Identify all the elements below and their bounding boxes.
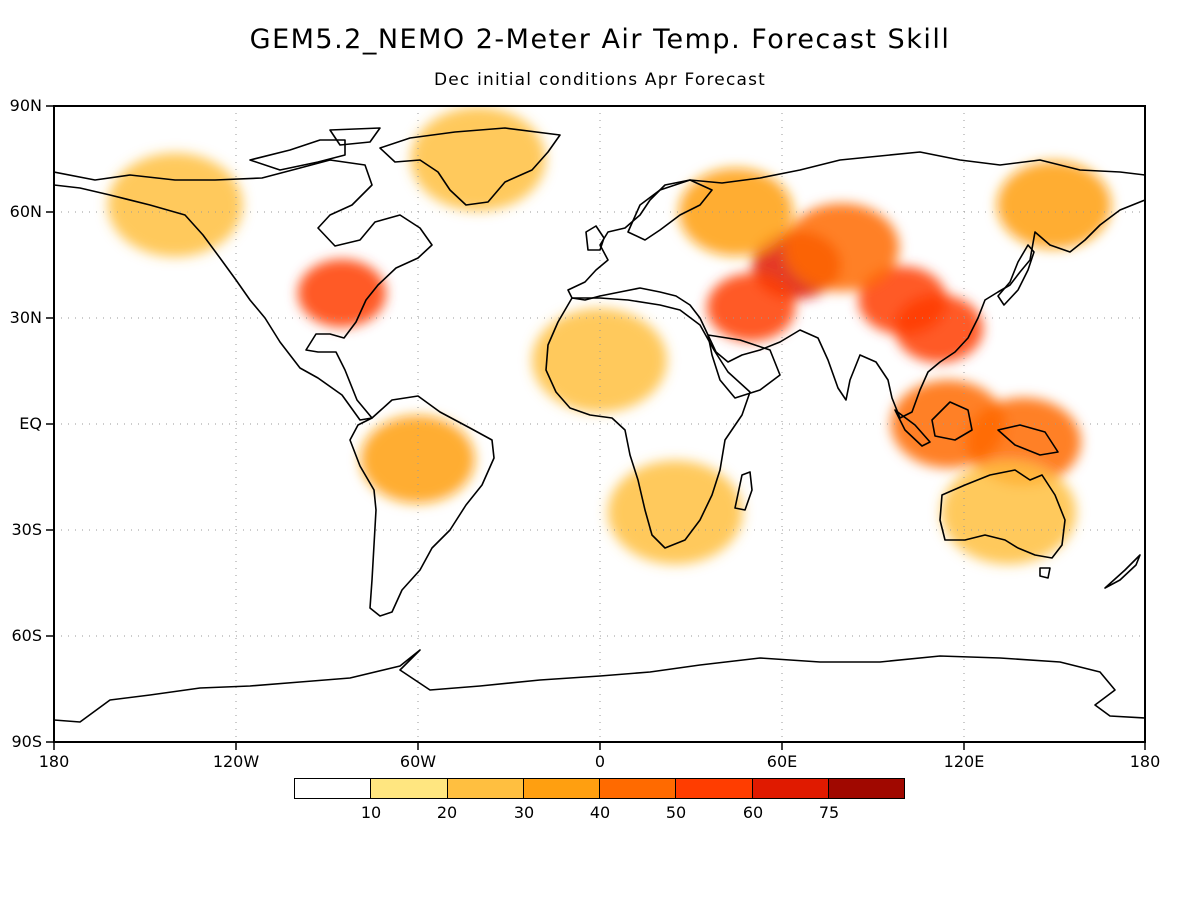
colorbar-label: 20 (436, 803, 458, 822)
skill-blob (996, 160, 1112, 249)
skill-blob (531, 308, 668, 413)
lon-label-120e: 120E (943, 752, 985, 771)
lat-label-90n: 90N (9, 96, 42, 115)
skill-blob (894, 294, 984, 363)
skill-blob (706, 273, 796, 342)
colorbar-label: 40 (589, 803, 611, 822)
colorbar-swatch (600, 779, 677, 798)
colorbar-swatch (371, 779, 448, 798)
lat-label-60n: 60N (9, 202, 42, 221)
colorbar-label: 10 (360, 803, 382, 822)
colorbar-label: 30 (513, 803, 535, 822)
colorbar-label: 75 (818, 803, 840, 822)
skill-shading (107, 107, 1112, 565)
colorbar-swatch (676, 779, 753, 798)
skill-blob (360, 415, 475, 504)
colorbar-swatch (447, 779, 524, 798)
lat-label-90s: 90S (11, 732, 42, 751)
lat-label-60s: 60S (11, 626, 42, 645)
map-subtitle: Dec initial conditions Apr Forecast (433, 70, 767, 90)
map-title: GEM5.2_NEMO 2-Meter Air Temp. Forecast S… (249, 24, 951, 55)
colorbar-swatch (752, 779, 829, 798)
lon-label-120w: 120W (212, 752, 260, 771)
skill-blob (107, 152, 243, 257)
skill-blob (410, 107, 546, 211)
skill-blob (890, 380, 1006, 468)
skill-blob (607, 460, 743, 565)
colorbar-label: 50 (665, 803, 687, 822)
colorbar (294, 778, 905, 799)
colorbar-swatch (523, 779, 600, 798)
lon-label-60e: 60E (766, 752, 798, 771)
skill-blob (784, 203, 900, 292)
lon-label-180e: 180 (1129, 752, 1161, 771)
lon-label-0: 0 (594, 752, 606, 771)
colorbar-swatch (828, 779, 904, 798)
lon-label-180w: 180 (38, 752, 70, 771)
lon-label-60w: 60W (399, 752, 437, 771)
lat-label-30s: 30S (11, 520, 42, 539)
colorbar-label: 60 (742, 803, 764, 822)
axis-ticks (46, 105, 1146, 750)
skill-blob (297, 259, 387, 328)
lat-label-30n: 30N (9, 308, 42, 327)
gridlines (54, 106, 1145, 742)
skill-blob (678, 168, 794, 256)
coastlines (54, 127, 1145, 723)
colorbar-swatch (295, 779, 372, 798)
lat-label-eq: EQ (19, 414, 42, 433)
skill-blob (941, 460, 1077, 565)
